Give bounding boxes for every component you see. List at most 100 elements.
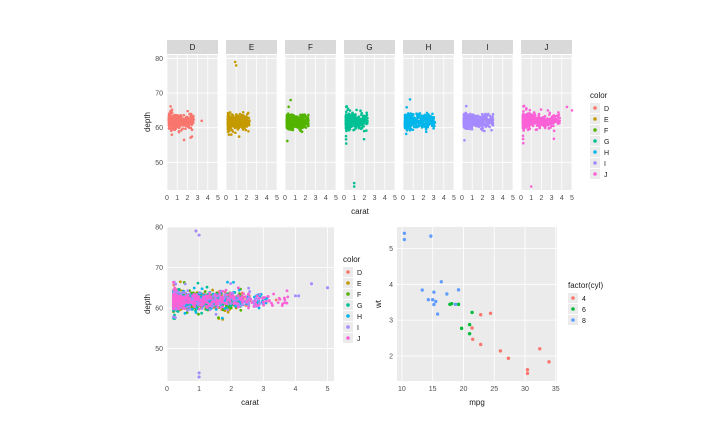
data-point — [529, 185, 533, 188]
data-point — [483, 129, 486, 133]
data-point — [528, 112, 532, 115]
data-point — [285, 124, 289, 127]
data-point — [350, 124, 354, 128]
data-point — [265, 299, 268, 303]
data-point — [552, 137, 556, 141]
x-tick-label: 2 — [480, 195, 484, 202]
x-tick-label: 5 — [393, 195, 397, 202]
data-point — [348, 109, 352, 112]
data-point — [532, 115, 536, 118]
data-point — [266, 295, 270, 298]
data-point — [552, 117, 556, 121]
data-point — [231, 118, 235, 121]
data-point — [414, 120, 418, 123]
data-point — [194, 229, 198, 233]
data-point — [209, 295, 213, 299]
x-tick-label: 5 — [326, 386, 330, 393]
data-point — [541, 118, 545, 122]
data-point — [550, 124, 553, 128]
y-tick-label: 80 — [155, 225, 163, 232]
x-tick-label: 1 — [293, 195, 297, 202]
data-point — [229, 282, 233, 285]
data-point — [429, 115, 433, 118]
data-point — [286, 295, 290, 299]
data-point — [472, 114, 476, 118]
data-point — [184, 123, 188, 127]
data-point — [359, 127, 363, 131]
data-point — [548, 117, 552, 121]
data-point — [179, 304, 183, 308]
x-tick-label: 2 — [362, 195, 366, 202]
data-point — [169, 105, 172, 108]
x-axis-label: carat — [241, 398, 260, 407]
data-point — [182, 113, 186, 117]
data-point — [471, 122, 475, 125]
legend-marker — [593, 106, 597, 110]
legend-label: G — [604, 139, 609, 146]
data-point — [345, 129, 348, 133]
data-point — [408, 123, 411, 126]
data-point — [173, 115, 177, 118]
legend-title: color — [590, 91, 608, 100]
data-point — [223, 293, 227, 296]
data-point — [538, 117, 542, 121]
data-point — [228, 291, 232, 295]
data-point — [570, 109, 574, 112]
data-point — [565, 105, 569, 109]
data-point — [180, 115, 183, 119]
facet-strip-label: G — [366, 43, 372, 52]
data-point — [226, 112, 230, 115]
data-point — [183, 122, 186, 126]
data-point — [177, 126, 181, 130]
data-point — [301, 118, 304, 122]
data-point — [489, 121, 493, 124]
y-tick-label: 50 — [155, 346, 163, 353]
data-point — [244, 122, 247, 126]
data-point — [239, 297, 243, 301]
y-axis-label: depth — [143, 112, 152, 132]
x-tick-label: 2 — [539, 195, 543, 202]
data-point — [537, 120, 541, 123]
facet-strip — [403, 40, 454, 54]
data-point — [537, 114, 541, 117]
legend-marker — [593, 150, 597, 154]
facet-strip-label: F — [308, 43, 313, 52]
data-point — [362, 137, 366, 141]
data-point — [172, 119, 176, 123]
data-point — [170, 111, 174, 115]
data-point — [411, 128, 415, 132]
data-point — [535, 118, 538, 122]
data-point — [239, 308, 243, 312]
data-point — [200, 119, 203, 123]
data-point — [200, 287, 204, 291]
data-point — [228, 116, 232, 120]
data-point — [481, 128, 484, 132]
legend-marker — [593, 139, 597, 143]
data-point — [229, 295, 233, 299]
data-point — [248, 290, 252, 293]
data-point — [238, 112, 242, 116]
data-point — [347, 112, 351, 116]
data-point — [292, 121, 295, 124]
data-point — [365, 113, 369, 117]
data-point — [177, 291, 181, 294]
data-point — [428, 121, 431, 125]
data-point — [195, 293, 198, 297]
data-point — [544, 122, 548, 125]
data-point — [491, 118, 495, 122]
x-tick-label: 1 — [529, 195, 533, 202]
data-point — [552, 129, 556, 133]
data-point — [415, 112, 418, 116]
x-tick-label: 3 — [261, 386, 265, 393]
data-point — [188, 112, 191, 116]
data-point — [188, 299, 191, 303]
data-point — [528, 127, 532, 131]
data-point — [229, 123, 233, 127]
data-point — [543, 115, 547, 118]
data-point — [290, 113, 293, 116]
data-point — [180, 296, 184, 300]
data-point — [167, 112, 171, 115]
data-point — [178, 280, 182, 284]
data-point — [188, 119, 192, 123]
data-point — [188, 304, 191, 308]
